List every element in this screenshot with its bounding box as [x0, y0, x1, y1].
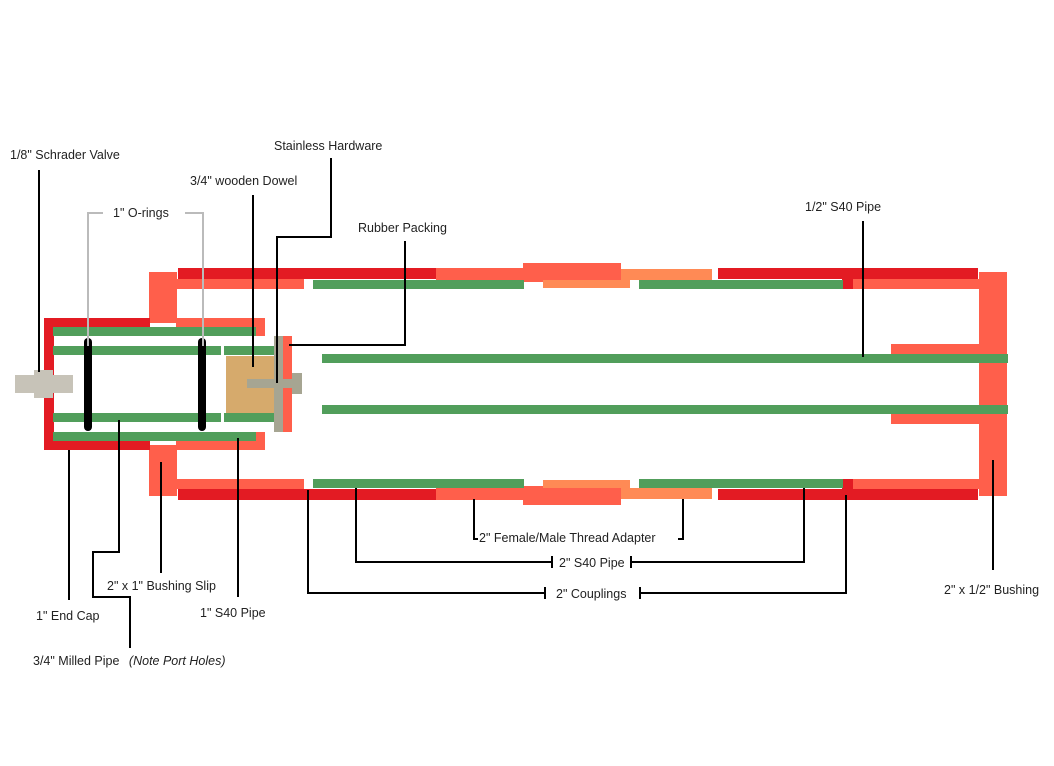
milled-pipe-bottom: [53, 413, 221, 422]
milled-pipe-end-top: [224, 346, 274, 355]
end-cap-face-top: [44, 318, 54, 385]
leader-hardware: [276, 158, 332, 383]
milled-pipe-end-bottom: [224, 413, 274, 422]
leader-packing: [289, 241, 406, 346]
milled-pipe-top: [53, 346, 221, 355]
two-inch-pipe-right-top: [639, 280, 843, 289]
half-bushing-bore-top: [891, 344, 980, 355]
leader-o-ring-2: [185, 212, 204, 346]
leader-two-inch-pipe-left: [355, 488, 552, 563]
label-rubber-packing: Rubber Packing: [358, 221, 447, 235]
coupling-left-top: [178, 268, 436, 279]
schrader-valve-collar: [34, 370, 53, 398]
label-schrader-valve: 1/8" Schrader Valve: [10, 148, 120, 162]
label-two-by-half-bushing: 2" x 1/2" Bushing: [944, 583, 1040, 597]
leader-adapter-left: [473, 499, 478, 540]
label-thread-adapter: 2" Female/Male Thread Adapter: [479, 531, 656, 545]
label-milled-pipe: 3/4" Milled Pipe (Note Port Holes): [33, 654, 225, 668]
adapter-male-thread-top: [543, 280, 630, 288]
milled-pipe-text: 3/4" Milled Pipe: [33, 654, 120, 668]
label-stainless-hardware: Stainless Hardware: [274, 139, 383, 153]
end-cap-wall-top: [44, 318, 150, 328]
adapter-female-top: [436, 268, 525, 280]
coupling-right-top: [718, 268, 978, 279]
two-inch-pipe-left-top: [313, 280, 524, 289]
adapter-female-bottom: [436, 488, 525, 500]
adapter-thread-block-top: [523, 263, 621, 282]
hardware-nut: [292, 373, 302, 394]
adapter-male-bottom: [621, 488, 712, 499]
label-couplings: 2" Couplings: [556, 587, 627, 601]
end-cap-wall-bottom: [44, 440, 150, 450]
coupling-right-lip-top: [842, 278, 853, 289]
leader-couplings-left: [307, 490, 545, 594]
o-ring-2: [198, 338, 206, 431]
hardware-bolt: [247, 379, 292, 388]
leader-o-ring-1: [87, 212, 103, 346]
adapter-male-thread-bottom: [543, 480, 630, 488]
bushing-slip-flange-top: [149, 272, 177, 323]
leader-two-inch-pipe-right: [631, 488, 805, 563]
half-bushing-bore-bottom: [891, 413, 980, 424]
one-inch-pipe-top: [53, 327, 256, 336]
coupling-right-lip-bottom: [842, 479, 853, 490]
half-inch-pipe-bottom: [322, 405, 1008, 414]
label-half-inch-pipe: 1/2" S40 Pipe: [805, 200, 882, 214]
bushing-slip-sleeve-top: [176, 279, 304, 289]
adapter-male-top: [621, 269, 712, 280]
half-bushing-sleeve-bottom: [853, 479, 980, 489]
leader-adapter-right: [678, 499, 684, 540]
bushing-slip-flange-bottom: [149, 445, 177, 496]
one-inch-pipe-bottom: [53, 432, 256, 441]
label-o-rings: 1" O-rings: [113, 206, 169, 220]
leader-milled-pipe: [92, 420, 131, 648]
adapter-thread-block-bottom: [523, 486, 621, 505]
label-one-inch-pipe: 1" S40 Pipe: [200, 606, 266, 620]
label-two-inch-pipe: 2" S40 Pipe: [559, 556, 625, 570]
label-wooden-dowel: 3/4" wooden Dowel: [190, 174, 298, 188]
o-ring-1: [84, 338, 92, 431]
label-end-cap: 1" End Cap: [36, 609, 100, 623]
label-bushing-slip: 2" x 1" Bushing Slip: [107, 579, 216, 593]
half-bushing-flange-top: [979, 272, 1007, 385]
half-bushing-sleeve-top: [853, 279, 980, 289]
coupling-right-bottom: [718, 489, 978, 500]
half-inch-pipe-top: [322, 354, 1008, 363]
leader-couplings-right: [640, 495, 847, 594]
milled-pipe-note: (Note Port Holes): [128, 654, 226, 668]
bushing-slip-sleeve-bottom: [176, 479, 304, 489]
two-inch-pipe-right-bottom: [639, 479, 843, 488]
two-inch-pipe-left-bottom: [313, 479, 524, 488]
end-cap-face-bottom: [44, 383, 54, 450]
